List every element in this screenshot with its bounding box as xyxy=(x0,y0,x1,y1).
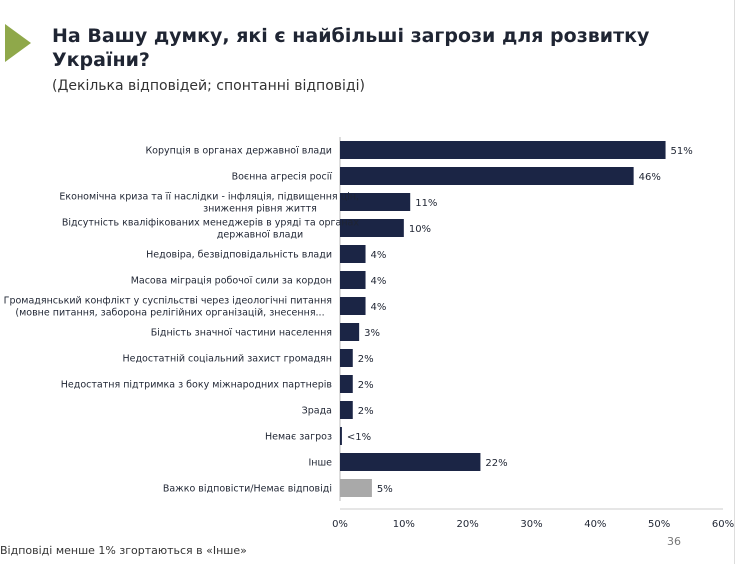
footnote: Відповіді менше 1% згортаються в «Інше» xyxy=(0,544,247,557)
page-number: 36 xyxy=(667,535,681,548)
value-label: 2% xyxy=(358,380,374,391)
bar xyxy=(340,401,353,419)
bar xyxy=(340,297,366,315)
value-label: 2% xyxy=(358,354,374,365)
bar xyxy=(340,479,372,497)
category-label: Воєнна агресія росії xyxy=(232,172,333,183)
x-tick-label: 40% xyxy=(584,519,606,530)
bar xyxy=(340,271,366,289)
x-tick-label: 10% xyxy=(393,519,415,530)
slide-border xyxy=(734,0,735,564)
x-tick-label: 50% xyxy=(648,519,670,530)
bar xyxy=(340,219,404,237)
green-triangle-icon xyxy=(5,24,31,62)
bar xyxy=(340,167,634,185)
value-label: 10% xyxy=(409,224,431,235)
bar xyxy=(340,349,353,367)
value-label: 3% xyxy=(364,328,380,339)
value-label: <1% xyxy=(347,432,371,443)
bar xyxy=(340,193,411,211)
category-label: Недостатня підтримка з боку міжнародних … xyxy=(61,380,333,391)
value-label: 11% xyxy=(415,198,437,209)
value-label: 5% xyxy=(377,484,393,495)
category-label: Відсутність кваліфікованих менеджерів в … xyxy=(62,218,360,229)
value-label: 22% xyxy=(485,458,507,469)
category-label: Недовіра, безвідповідальність влади xyxy=(146,250,332,261)
x-tick-label: 20% xyxy=(457,519,479,530)
category-label: Бідність значної частини населення xyxy=(151,328,332,339)
category-label: Масова міграція робочої сили за кордон xyxy=(131,276,332,287)
page-title: На Вашу думку, які є найбільші загрози д… xyxy=(52,25,650,71)
category-label: Важко відповісти/Немає відповіді xyxy=(163,484,332,495)
bar xyxy=(340,141,666,159)
category-label: (мовне питання, заборона релігійних орга… xyxy=(15,308,324,319)
value-label: 4% xyxy=(371,302,387,313)
category-label: Корупція в органах державної влади xyxy=(145,146,332,157)
category-label: Недостатній соціальний захист громадян xyxy=(122,354,332,365)
category-label: Зрада xyxy=(302,406,332,417)
page-subtitle: (Декілька відповідей; спонтанні відповід… xyxy=(52,78,365,94)
x-tick-label: 0% xyxy=(332,519,348,530)
bar xyxy=(340,427,342,445)
category-label: Громадянський конфлікт у суспільстві чер… xyxy=(4,296,332,307)
value-label: 51% xyxy=(671,146,693,157)
category-label: державної влади xyxy=(217,230,303,241)
category-label: зниження рівня життя xyxy=(203,204,317,215)
value-label: 4% xyxy=(371,276,387,287)
x-tick-label: 30% xyxy=(520,519,542,530)
value-label: 46% xyxy=(639,172,661,183)
value-label: 2% xyxy=(358,406,374,417)
bar xyxy=(340,245,366,263)
x-tick-label: 60% xyxy=(712,519,734,530)
bar xyxy=(340,323,360,341)
bar xyxy=(340,453,481,471)
value-label: 4% xyxy=(371,250,387,261)
category-label: Економічна криза та її наслідки - інфляц… xyxy=(59,192,359,203)
bar xyxy=(340,375,353,393)
category-label: Немає загроз xyxy=(265,432,332,443)
category-label: Інше xyxy=(308,458,332,469)
